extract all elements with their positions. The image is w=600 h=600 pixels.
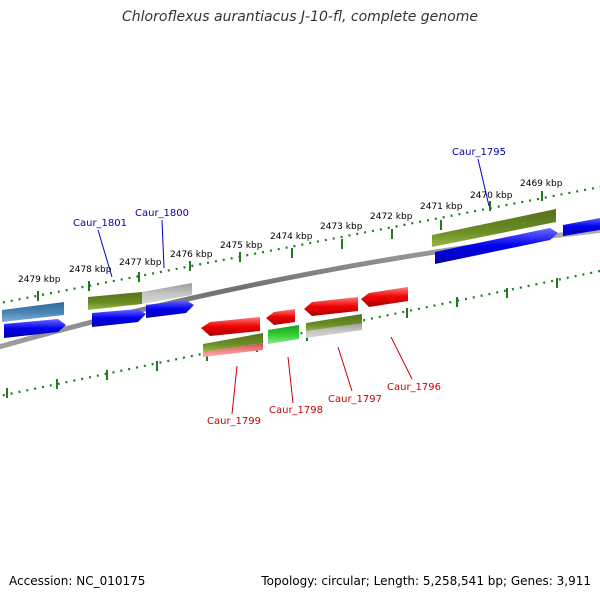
cds-reverse-arrow — [266, 309, 295, 325]
scale-label: 2475 kbp — [220, 241, 263, 251]
gene-band — [203, 343, 263, 357]
gene-band — [268, 325, 299, 344]
gene-label: Caur_1801 — [73, 218, 127, 229]
cds-forward-arrow — [4, 319, 66, 338]
gene-leader-line — [161, 219, 165, 269]
gene-leader-line — [97, 229, 113, 278]
scale-label: 2469 kbp — [520, 179, 563, 189]
gene-label: Caur_1798 — [269, 405, 323, 416]
scale-label: 2474 kbp — [270, 232, 313, 242]
cds-forward-arrow — [435, 228, 558, 264]
scale-label: 2470 kbp — [470, 191, 513, 201]
gene-label: Caur_1795 — [452, 147, 506, 158]
scale-label: 2471 kbp — [420, 202, 463, 212]
accession-label: Accession: NC_010175 — [9, 574, 146, 588]
scale-label: 2478 kbp — [69, 265, 112, 275]
scale-label: 2477 kbp — [119, 258, 162, 268]
gene-band — [142, 283, 192, 304]
scale-label: 2473 kbp — [320, 222, 363, 232]
gene-band — [2, 302, 64, 322]
scale-label: 2476 kbp — [170, 250, 213, 260]
gene-label: Caur_1799 — [207, 416, 261, 427]
gene-leader-line — [390, 336, 413, 380]
gene-band — [203, 333, 263, 352]
gene-leader-line — [231, 365, 238, 415]
gene-band — [432, 209, 556, 247]
gene-leader-line — [287, 356, 294, 404]
gene-leader-line — [477, 158, 490, 207]
gene-band — [88, 292, 142, 310]
scale-label: 2479 kbp — [18, 275, 61, 285]
map-title: Chloroflexus aurantiacus J-10-fl, comple… — [122, 9, 478, 25]
gene-label: Caur_1797 — [328, 394, 382, 405]
gene-band — [306, 314, 362, 332]
gene-label: Caur_1796 — [387, 382, 441, 393]
scale-label: 2472 kbp — [370, 212, 413, 222]
genome-stats-label: Topology: circular; Length: 5,258,541 bp… — [261, 574, 591, 588]
cds-forward-arrow — [146, 300, 194, 318]
cds-forward-arrow — [92, 309, 146, 327]
cds-reverse-arrow — [304, 297, 358, 316]
gene-label: Caur_1800 — [135, 208, 189, 219]
cds-reverse-arrow — [361, 287, 408, 307]
cds-forward-arrow — [563, 217, 600, 236]
gene-leader-line — [337, 346, 353, 392]
cds-reverse-arrow — [201, 317, 260, 336]
gene-band — [306, 323, 362, 338]
